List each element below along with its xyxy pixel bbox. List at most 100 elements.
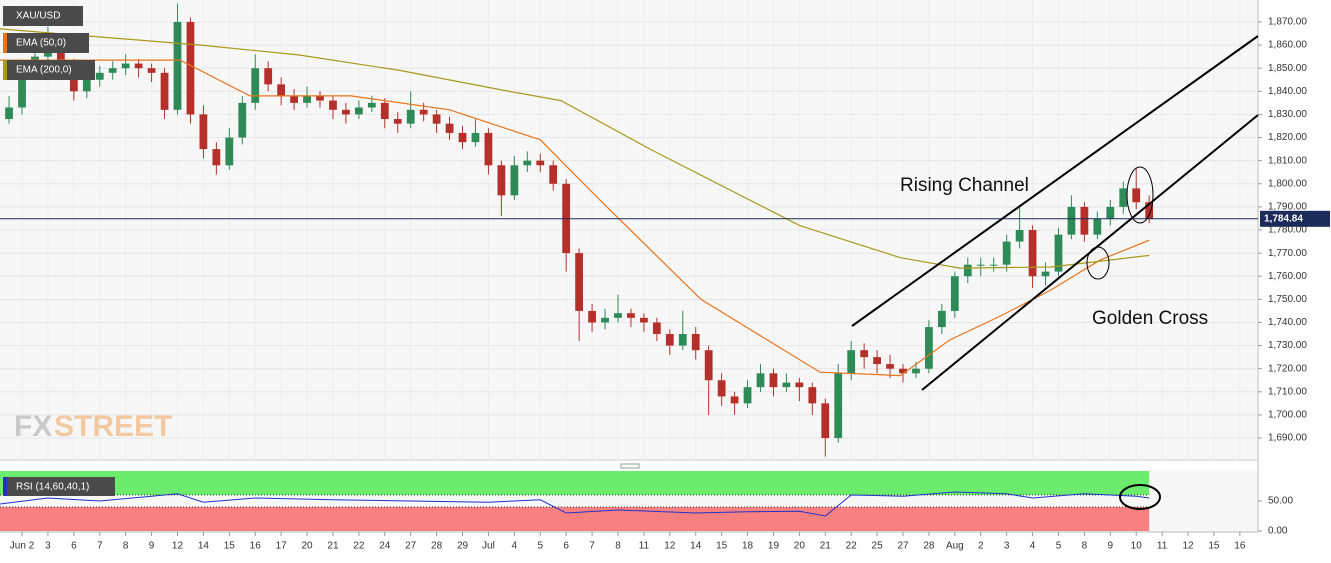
candle-body — [1041, 271, 1050, 277]
candle-body — [795, 382, 804, 388]
candle-body — [873, 357, 881, 365]
candle-body — [549, 165, 558, 184]
x-tick-label: 18 — [742, 541, 754, 552]
candle-body — [393, 119, 402, 124]
candle-body — [82, 79, 91, 92]
x-tick-label: 6 — [71, 541, 77, 552]
candle-body — [1080, 206, 1089, 235]
rsi-line — [0, 491, 1150, 517]
candle-body — [134, 63, 143, 69]
candle-body — [147, 68, 156, 73]
y-tick-label: 1,810.00 — [1268, 155, 1307, 166]
x-tick-label: 14 — [690, 541, 702, 552]
candle-body — [665, 334, 674, 346]
candle-body — [640, 317, 648, 323]
y-tick-label: 1,760.00 — [1268, 271, 1307, 282]
x-tick-label: 12 — [172, 541, 184, 552]
x-tick-label: 3 — [45, 541, 51, 552]
x-tick-label: 6 — [563, 541, 569, 552]
watermark: STREET — [54, 410, 172, 443]
legend-box — [3, 60, 95, 80]
candle-body — [445, 123, 454, 133]
candle-body — [406, 109, 415, 124]
candle-body — [808, 387, 817, 404]
candle-body — [652, 322, 661, 335]
legend-swatch — [3, 60, 7, 80]
rsi-y-tick-label: 0.00 — [1268, 526, 1288, 537]
candle-body — [471, 132, 480, 143]
candle-body — [354, 107, 363, 115]
x-tick-label: Jul — [482, 541, 495, 552]
candle-body — [380, 102, 389, 120]
candle-body — [342, 109, 350, 115]
candle-body — [108, 68, 117, 73]
x-tick-label: 11 — [1157, 541, 1168, 552]
x-tick-label: 7 — [97, 541, 103, 552]
candle-body — [1145, 202, 1154, 219]
candle-body — [782, 382, 791, 388]
x-tick-label: 10 — [1131, 541, 1143, 552]
x-tick-label: 22 — [353, 541, 365, 552]
candle-body — [691, 334, 700, 351]
y-tick-label: 1,870.00 — [1268, 17, 1307, 28]
x-tick-label: 28 — [923, 541, 935, 552]
x-tick-label: 14 — [198, 541, 210, 552]
candle-body — [821, 403, 830, 439]
y-tick-label: 1,790.00 — [1268, 202, 1307, 213]
candle-body — [290, 95, 298, 103]
legend-label: EMA (200,0) — [16, 65, 72, 76]
x-tick-label: 15 — [1208, 541, 1220, 552]
candle-body — [1015, 230, 1024, 242]
x-tick-label: 25 — [872, 541, 884, 552]
x-tick-label: 20 — [794, 541, 806, 552]
last-price-tag — [1260, 210, 1330, 227]
candle-body — [160, 72, 169, 110]
candle-body — [834, 373, 843, 439]
candle-body — [717, 380, 726, 397]
candle-body — [588, 310, 596, 323]
candle-body — [743, 387, 752, 404]
candle-body — [937, 310, 946, 328]
legend-label: EMA (50,0) — [16, 38, 66, 49]
candle-body — [678, 334, 687, 346]
legend-box — [3, 477, 115, 496]
candle-body — [601, 317, 609, 323]
x-tick-label: 9 — [1108, 541, 1114, 552]
candle-body — [264, 68, 273, 85]
y-tick-label: 1,710.00 — [1268, 386, 1307, 397]
candle-body — [173, 21, 182, 110]
candle-body — [238, 102, 247, 138]
candle-body — [419, 109, 428, 115]
x-tick-label: 16 — [1234, 541, 1246, 552]
panel-divider-handle[interactable] — [620, 463, 640, 469]
candle-body — [212, 149, 221, 166]
y-tick-label: 1,820.00 — [1268, 132, 1307, 143]
candle-body — [1028, 230, 1037, 277]
x-tick-label: 11 — [639, 541, 650, 552]
candle-body — [1067, 206, 1076, 235]
ema-line — [0, 28, 1150, 269]
candle-body — [1054, 234, 1063, 272]
legend-swatch — [3, 477, 7, 496]
x-tick-label: 27 — [897, 541, 909, 552]
y-tick-label: 1,700.00 — [1268, 410, 1307, 421]
candle-body — [432, 114, 441, 124]
rsi-lower-band — [0, 507, 1150, 531]
x-tick-label: 15 — [224, 541, 236, 552]
candle-body — [18, 72, 26, 108]
candle-body — [329, 100, 337, 110]
y-tick-label: 1,830.00 — [1268, 109, 1307, 120]
candle-body — [523, 160, 532, 166]
candle-body — [536, 160, 545, 166]
candle-body — [484, 132, 493, 166]
legend-label: RSI (14,60,40,1) — [16, 482, 89, 493]
candle-body — [769, 373, 778, 388]
y-tick-label: 1,690.00 — [1268, 433, 1307, 444]
candle-body — [497, 165, 506, 196]
candle-body — [458, 132, 467, 143]
x-tick-label: 16 — [250, 541, 262, 552]
x-tick-label: 8 — [615, 541, 621, 552]
y-tick-label: 1,860.00 — [1268, 40, 1307, 51]
candle-body — [1002, 241, 1011, 265]
candle-body — [225, 137, 234, 166]
